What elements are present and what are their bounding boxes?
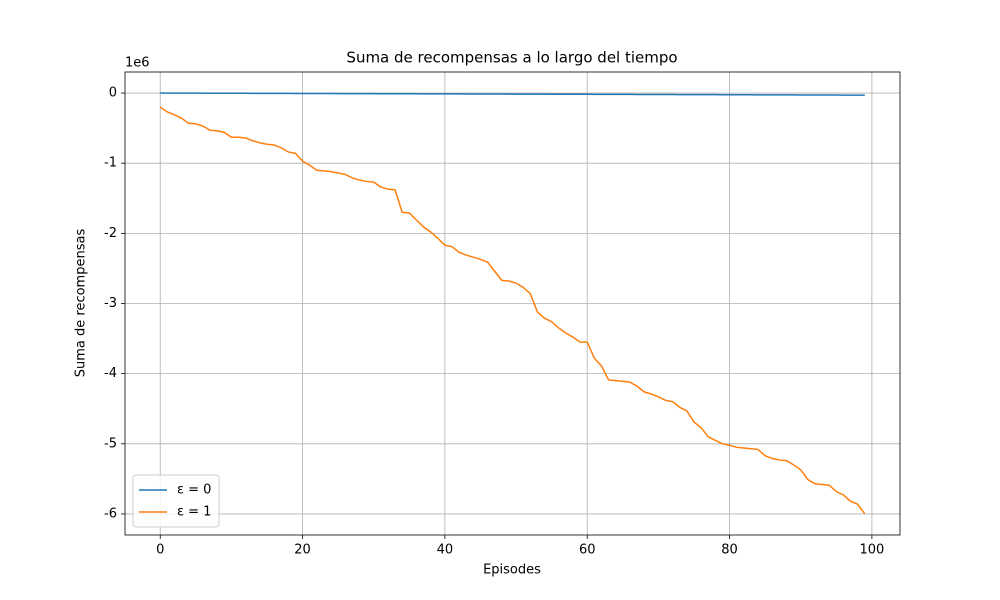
y-tick-label: -2 xyxy=(104,226,117,241)
legend-box xyxy=(132,474,220,528)
plot-frame xyxy=(124,71,901,536)
y-tick-label: -3 xyxy=(104,296,117,311)
y-tick-label: -4 xyxy=(104,366,117,381)
x-tick-label: 80 xyxy=(721,543,738,558)
x-axis-label: Episodes xyxy=(483,563,541,578)
x-tick-label: 20 xyxy=(294,543,311,558)
y-axis-label: Suma de recompensas xyxy=(74,229,89,378)
legend-label: ε = 1 xyxy=(177,505,211,520)
chart-title: Suma de recompensas a lo largo del tiemp… xyxy=(346,49,677,67)
x-tick-label: 60 xyxy=(579,543,596,558)
x-tick-label: 0 xyxy=(156,543,164,558)
y-tick-label: 0 xyxy=(109,86,117,101)
series-line xyxy=(160,92,865,96)
x-tick-label: 100 xyxy=(859,543,884,558)
legend-label: ε = 0 xyxy=(177,483,211,498)
x-tick-label: 40 xyxy=(437,543,454,558)
y-tick-label: -5 xyxy=(104,436,117,451)
y-tick-label: -1 xyxy=(104,156,117,171)
y-offset-label: 1e6 xyxy=(125,56,150,71)
y-tick-label: -6 xyxy=(104,506,117,521)
series-line xyxy=(159,106,866,515)
